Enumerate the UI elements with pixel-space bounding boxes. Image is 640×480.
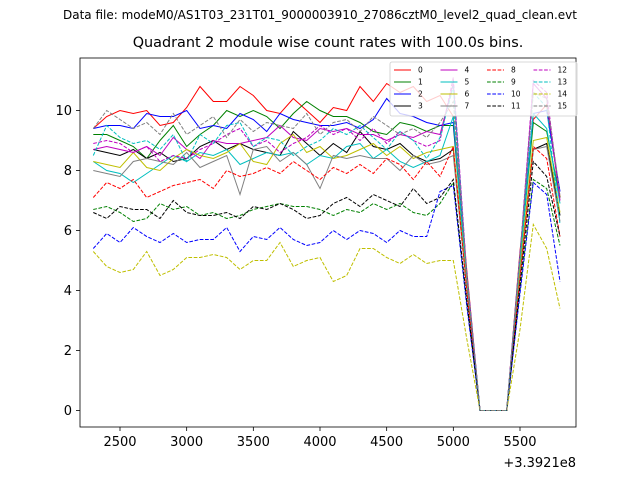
y-tick-label: 2 [64,344,72,359]
series-line-1 [93,100,561,411]
legend-label-11: 11 [511,102,521,111]
series-line-2 [93,97,561,411]
x-axis-offset-label: +3.3921e8 [503,456,576,471]
y-tick-label: 8 [64,164,72,179]
series-line-14 [92,222,561,411]
chart-title: Quadrant 2 module wise count rates with … [132,35,524,51]
legend-label-14: 14 [558,90,568,99]
x-tick-label: 4500 [370,435,403,450]
legend-label-3: 3 [418,102,423,111]
series-line-8 [92,144,561,411]
legend-label-12: 12 [558,66,568,75]
y-tick-label: 6 [64,224,72,239]
series-line-11 [93,160,561,411]
x-tick-label: 4000 [303,435,336,450]
series-line-5 [93,112,561,411]
legend-label-10: 10 [511,90,521,99]
series-line-10 [92,181,561,411]
legend-label-8: 8 [511,66,516,75]
x-tick-label: 5500 [503,435,536,450]
y-tick-label: 4 [64,284,72,299]
series-line-15 [92,91,561,411]
series-line-0 [92,82,561,411]
series-line-13 [92,86,561,411]
x-tick-label: 5000 [437,435,470,450]
legend-box [389,61,578,117]
legend-label-4: 4 [465,66,470,75]
series-line-4 [93,82,561,411]
y-tick-label: 0 [64,404,72,419]
x-tick-label: 3500 [237,435,270,450]
x-tick-label: 2500 [103,435,136,450]
figure-suptitle: Data file: modeM0/AS1T03_231T01_90000039… [63,8,577,22]
legend-label-13: 13 [558,78,568,87]
legend-label-15: 15 [558,102,568,111]
legend-label-5: 5 [465,78,470,87]
legend-label-6: 6 [465,90,470,99]
plot-frame [79,57,577,428]
series-line-12 [93,77,561,411]
legend-label-2: 2 [418,90,423,99]
series-line-6 [93,133,561,411]
legend-label-9: 9 [511,78,516,87]
legend-label-7: 7 [465,102,470,111]
x-tick-label: 3000 [170,435,203,450]
axes-layer: 2500 3000 3500 4000 4500 5000 5500 0 2 4 6 8 10 +3.39… [55,104,576,471]
series-line-3 [93,130,561,411]
series-layer [92,77,561,411]
y-tick-label: 10 [55,104,72,119]
legend-label-1: 1 [418,78,423,87]
legend-label-0: 0 [418,66,423,75]
series-line-7 [93,145,561,411]
